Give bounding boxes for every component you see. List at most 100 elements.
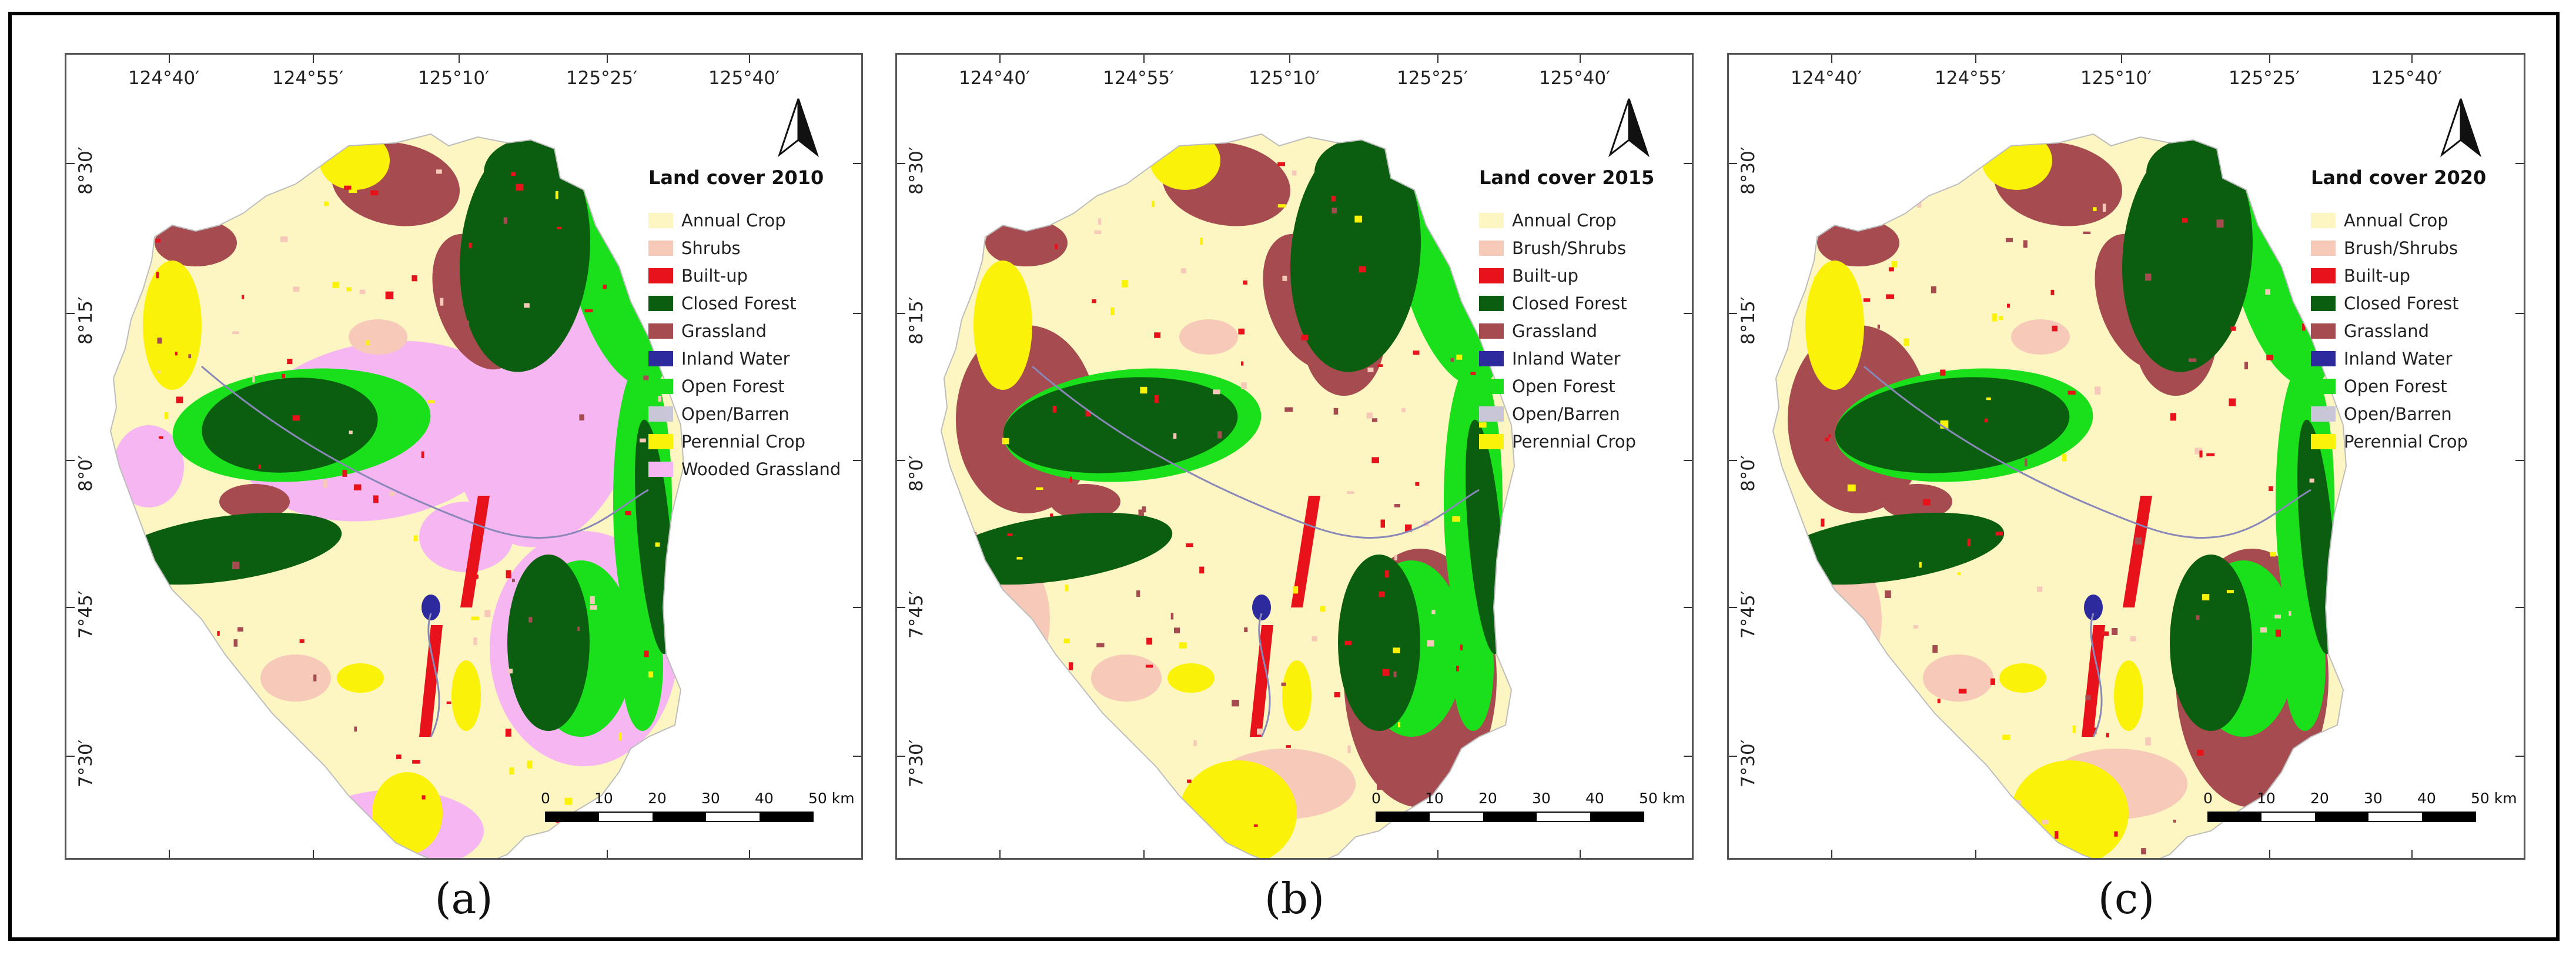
shrubs-area: [349, 319, 407, 355]
land-cover-patch: [1094, 230, 1102, 235]
y-tick-label: 7°45′: [906, 590, 927, 639]
land-cover-patch: [1183, 830, 1187, 833]
land-cover-patch: [446, 701, 451, 704]
land-cover-patch: [1122, 280, 1128, 288]
legend-swatch: [648, 433, 673, 449]
land-cover-patch: [313, 674, 317, 682]
legend-swatch: [2311, 350, 2336, 366]
land-cover-patch: [648, 671, 653, 678]
land-cover-patch: [233, 639, 238, 647]
legend-swatch: [1479, 406, 1504, 422]
perennial-crop-area: [143, 261, 202, 390]
legend-label: Perennial Crop: [2344, 431, 2468, 452]
land-cover-patch: [527, 760, 533, 769]
land-cover-patch: [1903, 338, 1909, 346]
y-tick-label: 8°30′: [906, 146, 927, 195]
land-cover-patch: [470, 575, 479, 579]
land-cover-patch: [2227, 171, 2234, 176]
land-cover-patch: [1940, 369, 1946, 376]
land-cover-patch: [2111, 628, 2118, 635]
perennial-crop-area: [973, 261, 1032, 390]
x-tick-label: 125°10′: [2080, 68, 2152, 89]
land-cover-patch: [2062, 453, 2066, 462]
land-cover-patch: [1401, 408, 1406, 412]
land-cover-patch: [1380, 519, 1385, 528]
land-cover-patch: [1968, 823, 1973, 829]
scale-label: 10: [1425, 790, 1444, 807]
map-canvas: [1729, 55, 2524, 858]
panel-sub-label: (c): [2097, 874, 2155, 923]
land-cover-patch: [313, 782, 320, 787]
land-cover-patch: [232, 702, 236, 710]
land-cover-patch: [1359, 266, 1366, 273]
land-cover-patch: [413, 535, 418, 542]
land-cover-patch: [2324, 738, 2330, 745]
legend-swatch: [2311, 212, 2336, 228]
land-cover-patch: [516, 183, 524, 191]
built-up-area: [460, 496, 490, 607]
land-cover-patch: [2202, 594, 2210, 600]
land-cover-patch: [991, 579, 997, 585]
land-cover-patch: [2092, 207, 2097, 211]
legend-label: Grassland: [681, 320, 767, 341]
land-cover-patch: [1379, 591, 1385, 597]
land-cover-patch: [1984, 418, 1988, 423]
closed-forest-area: [941, 512, 1173, 585]
land-cover-patch: [1957, 572, 1961, 576]
map-legend: Land cover 2020 Annual Crop Brush/Shrubs Bu…: [2311, 166, 2523, 455]
scale-label: 0: [541, 790, 550, 807]
land-cover-patch: [1200, 238, 1203, 245]
shrubs-area: [1923, 655, 1993, 702]
land-cover-patch: [1170, 613, 1174, 620]
land-cover-patch: [1068, 662, 1073, 670]
land-cover-patch: [560, 840, 566, 844]
land-cover-patch: [158, 813, 163, 821]
legend-swatch: [648, 240, 673, 256]
land-cover-patch: [2102, 203, 2106, 212]
land-cover-patch: [2170, 413, 2177, 421]
north-arrow-icon: [1608, 98, 1650, 158]
land-cover-patch: [2068, 390, 2076, 395]
land-cover-patch: [317, 842, 320, 849]
land-cover-patch: [293, 286, 300, 292]
legend-item: Built-up: [1479, 262, 1691, 289]
figure-frame: 124°40′ 124°55′ 125°10′ 125°25′ 125°40′ 8°30′…: [8, 12, 2560, 941]
land-cover-patch: [2226, 590, 2234, 593]
land-cover-patch: [1913, 625, 1919, 629]
built-up-area: [370, 843, 386, 854]
land-cover-patch: [289, 771, 296, 777]
land-cover-patch: [471, 616, 480, 620]
legend-item: Perennial Crop: [648, 428, 860, 455]
province-boundary: [940, 133, 1516, 858]
land-cover-patch: [1394, 504, 1400, 507]
scale-bar: [1376, 812, 1644, 822]
land-cover-patch: [232, 331, 239, 335]
built-up-area: [1200, 843, 1217, 854]
land-cover-patch: [2229, 398, 2236, 406]
legend-title: Land cover 2020: [2311, 166, 2487, 189]
land-cover-patch: [1967, 539, 1971, 547]
land-cover-patch: [292, 415, 300, 421]
land-cover-patch: [1282, 275, 1287, 281]
land-cover-patch: [1427, 640, 1434, 647]
land-cover-patch: [1371, 418, 1377, 422]
map-panel-b: 124°40′ 124°55′ 125°10′ 125°25′ 125°40′ 8°30′…: [895, 53, 1694, 860]
land-cover-patch: [473, 637, 477, 646]
shrubs-area: [1179, 319, 1238, 355]
land-cover-patch: [584, 309, 593, 313]
land-cover-patch: [152, 768, 156, 776]
land-cover-patch: [421, 451, 424, 458]
land-cover-patch: [1292, 171, 1297, 176]
north-arrow-icon: [2440, 98, 2482, 158]
legend-item: Perennial Crop: [1479, 428, 1691, 455]
land-cover-patch: [2260, 627, 2267, 633]
land-cover-patch: [625, 510, 631, 516]
land-cover-patch: [1277, 162, 1286, 166]
land-cover-patch: [1393, 647, 1400, 653]
land-cover-patch: [1240, 361, 1244, 366]
legend-label: Built-up: [1512, 265, 1579, 286]
land-cover-patch: [1055, 244, 1058, 249]
land-cover-patch: [1016, 557, 1023, 560]
legend-label: Closed Forest: [2344, 293, 2459, 313]
land-cover-patch: [1180, 268, 1187, 273]
